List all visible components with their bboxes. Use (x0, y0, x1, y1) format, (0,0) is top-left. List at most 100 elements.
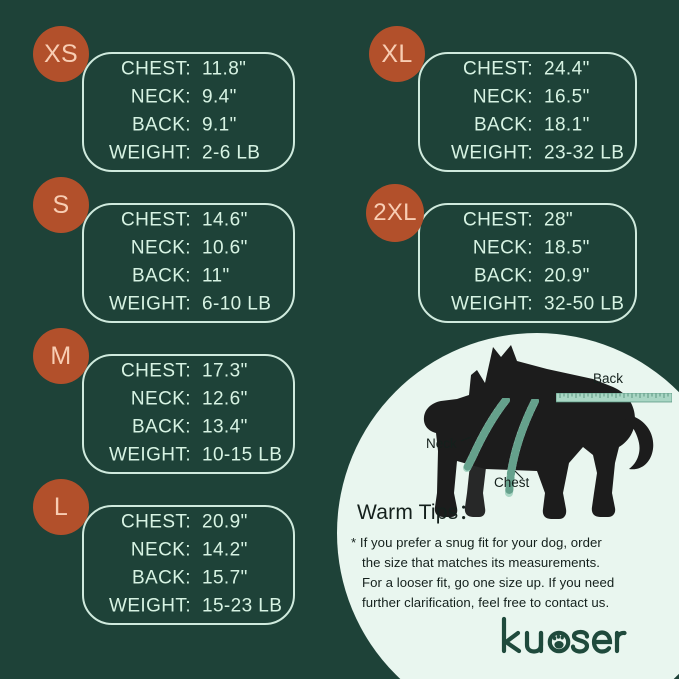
chest-value: 20.9" (202, 511, 248, 533)
chest-row: CHEST: 28" (420, 208, 635, 235)
neck-row: NECK: 12.6" (84, 387, 293, 414)
back-label: BACK: (131, 265, 191, 287)
weight-value: 32-50 LB (544, 293, 625, 315)
chest-value: 17.3" (202, 360, 248, 382)
neck-label: NECK: (130, 539, 191, 561)
chest-row: CHEST: 20.9" (84, 510, 293, 537)
back-row: BACK: 11" (84, 264, 293, 291)
neck-label: NECK: (472, 86, 533, 108)
size-card-m: CHEST: 17.3" NECK: 12.6" BACK: 13.4" WEI… (82, 354, 295, 474)
back-label: BACK: (473, 265, 533, 287)
weight-row: WEIGHT: 23-32 LB (420, 140, 635, 167)
weight-row: WEIGHT: 6-10 LB (84, 291, 293, 318)
chest-row: CHEST: 17.3" (84, 359, 293, 386)
weight-row: WEIGHT: 2-6 LB (84, 140, 293, 167)
weight-row: WEIGHT: 15-23 LB (84, 593, 293, 620)
chest-measurement-label: Chest (494, 475, 530, 490)
size-badge-m: M (33, 328, 89, 384)
neck-row: NECK: 18.5" (420, 236, 635, 263)
warm-tips-panel-content: Back Neck Chest Warm Tips： * If you pref… (337, 333, 679, 679)
neck-value: 16.5" (544, 86, 590, 108)
size-card-2xl: CHEST: 28" NECK: 18.5" BACK: 20.9" WEIGH… (418, 203, 637, 323)
size-card-s: CHEST: 14.6" NECK: 10.6" BACK: 11" WEIGH… (82, 203, 295, 323)
warm-tips-line-3: For a looser fit, go one size up. If you… (362, 575, 615, 591)
chest-row: CHEST: 14.6" (84, 208, 293, 235)
weight-row: WEIGHT: 10-15 LB (84, 442, 293, 469)
size-badge-xs: XS (33, 26, 89, 82)
size-card-l: CHEST: 20.9" NECK: 14.2" BACK: 15.7" WEI… (82, 505, 295, 625)
weight-label: WEIGHT: (109, 142, 191, 164)
weight-label: WEIGHT: (451, 293, 533, 315)
neck-row: NECK: 16.5" (420, 85, 635, 112)
weight-label: WEIGHT: (109, 444, 191, 466)
size-badge-xl: XL (369, 26, 425, 82)
warm-tips-heading: Warm Tips： (357, 501, 480, 524)
back-value: 18.1" (544, 114, 590, 136)
paw-print-icon (552, 634, 564, 649)
weight-label: WEIGHT: (109, 293, 191, 315)
size-badge-label: XS (44, 39, 78, 68)
size-badge-s: S (33, 177, 89, 233)
neck-row: NECK: 14.2" (84, 538, 293, 565)
weight-label: WEIGHT: (451, 142, 533, 164)
weight-value: 2-6 LB (202, 142, 261, 164)
chest-value: 14.6" (202, 209, 248, 231)
size-card-rows: CHEST: 11.8" NECK: 9.4" BACK: 9.1" WEIGH… (84, 57, 293, 168)
neck-label: NECK: (472, 237, 533, 259)
chest-value: 28" (544, 209, 574, 231)
neck-measurement-label: Neck (426, 436, 457, 451)
size-badge-2xl: 2XL (366, 184, 424, 242)
size-badge-l: L (33, 479, 89, 535)
back-row: BACK: 13.4" (84, 415, 293, 442)
chest-row: CHEST: 24.4" (420, 57, 635, 84)
back-value: 13.4" (202, 416, 248, 438)
size-badge-label: M (50, 341, 72, 370)
chest-label: CHEST: (463, 58, 533, 80)
weight-value: 15-23 LB (202, 595, 283, 617)
size-badge-label: S (52, 190, 70, 219)
warm-tips-line-2: the size that matches its measurements. (362, 555, 600, 571)
back-label: BACK: (131, 567, 191, 589)
neck-measuring-tape-icon (463, 398, 510, 472)
neck-value: 9.4" (202, 86, 237, 108)
size-card-rows: CHEST: 14.6" NECK: 10.6" BACK: 11" WEIGH… (84, 208, 293, 319)
back-row: BACK: 20.9" (420, 264, 635, 291)
back-measuring-tape-icon (556, 393, 672, 403)
neck-value: 12.6" (202, 388, 248, 410)
back-value: 11" (202, 265, 230, 287)
back-value: 20.9" (544, 265, 590, 287)
neck-value: 10.6" (202, 237, 248, 259)
neck-row: NECK: 10.6" (84, 236, 293, 263)
back-row: BACK: 9.1" (84, 113, 293, 140)
warm-tips-line-1: * If you prefer a snug fit for your dog,… (351, 535, 602, 550)
size-badge-label: L (53, 492, 69, 521)
chest-label: CHEST: (121, 360, 191, 382)
kuoser-logo-icon (501, 616, 627, 654)
chest-value: 11.8" (202, 58, 247, 80)
chest-measuring-tape-icon (505, 399, 539, 497)
chest-label: CHEST: (121, 209, 191, 231)
back-measurement-label: Back (593, 371, 624, 386)
size-card-xl: CHEST: 24.4" NECK: 16.5" BACK: 18.1" WEI… (418, 52, 637, 172)
size-badge-label: 2XL (373, 199, 417, 226)
back-label: BACK: (473, 114, 533, 136)
chest-value: 24.4" (544, 58, 590, 80)
weight-value: 23-32 LB (544, 142, 625, 164)
neck-label: NECK: (130, 388, 191, 410)
chest-label: CHEST: (463, 209, 533, 231)
back-value: 15.7" (202, 567, 248, 589)
size-badge-label: XL (381, 39, 413, 68)
weight-value: 10-15 LB (202, 444, 283, 466)
size-card-xs: CHEST: 11.8" NECK: 9.4" BACK: 9.1" WEIGH… (82, 52, 295, 172)
size-card-rows: CHEST: 28" NECK: 18.5" BACK: 20.9" WEIGH… (420, 208, 635, 319)
weight-value: 6-10 LB (202, 293, 272, 315)
brand-logo (500, 615, 628, 657)
warm-tips-panel: Back Neck Chest Warm Tips： * If you pref… (337, 333, 679, 679)
neck-label: NECK: (130, 237, 191, 259)
back-row: BACK: 15.7" (84, 566, 293, 593)
back-label: BACK: (131, 114, 191, 136)
dog-silhouette-icon (423, 345, 654, 519)
size-card-rows: CHEST: 17.3" NECK: 12.6" BACK: 13.4" WEI… (84, 359, 293, 470)
chest-label: CHEST: (121, 511, 191, 533)
